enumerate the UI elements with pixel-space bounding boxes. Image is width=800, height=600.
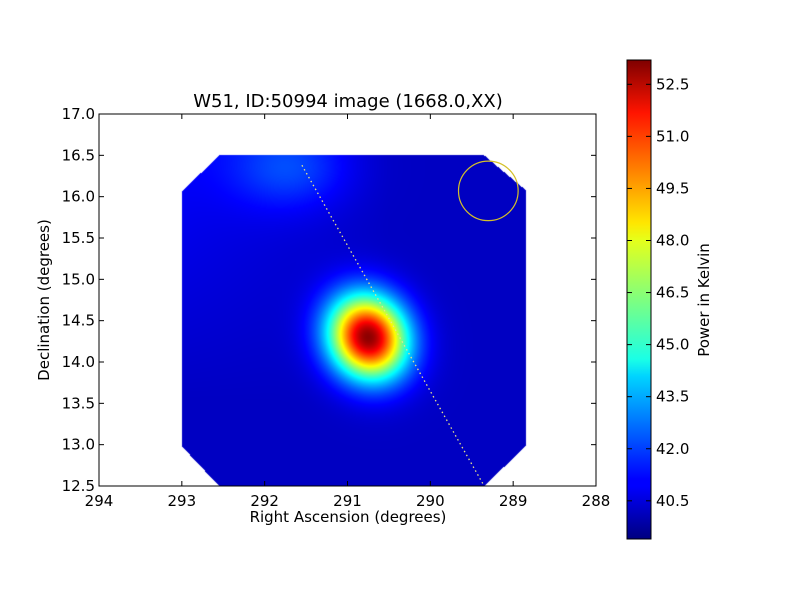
y-tick-label: 15.5 [62,229,95,247]
dotted-line [301,164,485,486]
y-tick-label: 13.5 [62,394,95,412]
colorbar-tick-label: 52.5 [656,75,689,93]
colorbar-ticks: 40.5 42.0 43.5 45.0 46.5 48.0 49.5 51.0 52.5 [627,75,689,510]
y-axis-label: Declination (degrees) [35,219,53,381]
y-tick-label: 17.0 [62,105,95,123]
colorbar-tick-label: 49.5 [656,179,689,197]
colorbar-tick-label: 46.5 [656,284,689,302]
x-tick-label: 289 [499,492,528,510]
heatmap-image [99,114,596,486]
x-tick-label: 291 [333,492,362,510]
colorbar-tick-label: 43.5 [656,388,689,406]
colorbar-tick-label: 48.0 [656,231,689,249]
colorbar-tick-label: 40.5 [656,492,689,510]
y-tick-label: 16.0 [62,188,95,206]
colorbar-tick-label: 45.0 [656,336,689,354]
y-tick-label: 15.0 [62,270,95,288]
heatmap-area [99,114,596,486]
x-axis: 294 293 292 291 290 289 288 [85,114,611,510]
x-tick-label: 294 [85,492,114,510]
y-tick-label: 16.5 [62,146,95,164]
y-tick-label: 13.0 [62,436,95,454]
x-tick-label: 293 [168,492,197,510]
colorbar-tick-label: 42.0 [656,440,689,458]
colorbar-label: Power in Kelvin [695,243,713,357]
x-tick-label: 290 [416,492,445,510]
y-axis: 12.5 13.0 13.5 14.0 14.5 15.0 15.5 16.0 16.5 17.0 [62,105,596,495]
y-tick-label: 12.5 [62,477,95,495]
y-tick-label: 14.0 [62,353,95,371]
y-tick-label: 14.5 [62,312,95,330]
x-axis-label: Right Ascension (degrees) [250,508,447,526]
colorbar-tick-label: 51.0 [656,127,689,145]
beam-circle [457,160,519,222]
colorbar [626,59,652,540]
x-tick-label: 288 [582,492,611,510]
x-tick-label: 292 [250,492,279,510]
chart-title: W51, ID:50994 image (1668.0,XX) [193,91,503,112]
